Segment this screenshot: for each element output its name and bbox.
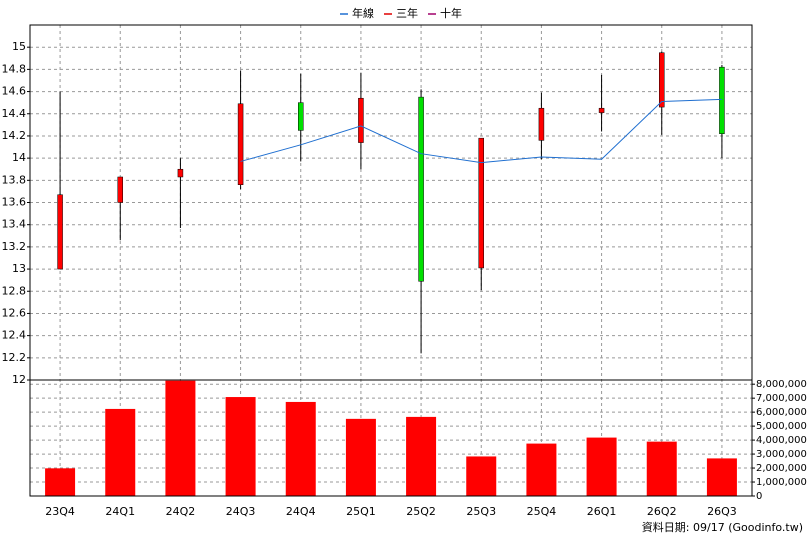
y-tick-label: 14.4 — [2, 107, 27, 120]
candle-body — [298, 102, 304, 131]
candle-body — [478, 137, 484, 269]
y-tick-label: 12 — [12, 373, 26, 386]
x-tick-label: 24Q4 — [286, 505, 316, 518]
y-tick-label: 14.2 — [2, 129, 27, 142]
x-tick-label: 25Q4 — [527, 505, 557, 518]
footer: 資料日期: 09/17 (Goodinfo.tw) — [642, 520, 803, 534]
volume-bar — [285, 401, 316, 496]
y-tick-label: 13.8 — [2, 173, 27, 186]
y2-tick-label: 7,000,000 — [756, 393, 807, 404]
y2-tick-label: 0 — [756, 491, 762, 502]
plot-frame — [29, 24, 753, 497]
y-tick-label: 13.2 — [2, 240, 27, 253]
y2-tick-label: 6,000,000 — [756, 407, 807, 418]
y2-tick-label: 2,000,000 — [756, 463, 807, 474]
volume-bar — [466, 456, 497, 496]
x-tick-label: 24Q2 — [166, 505, 196, 518]
x-tick-label: 26Q2 — [647, 505, 677, 518]
y2-tick-label: 8,000,000 — [756, 379, 807, 390]
y2-tick-label: 5,000,000 — [756, 421, 807, 432]
x-tick-label: 25Q1 — [346, 505, 376, 518]
volume-bar — [345, 418, 376, 496]
volume-bar — [105, 408, 136, 496]
volume-bar — [586, 437, 617, 496]
x-tick-label: 26Q3 — [707, 505, 737, 518]
y-tick-label: 13.4 — [2, 218, 27, 231]
y-tick-label: 15 — [12, 40, 26, 53]
x-tick-label: 23Q4 — [45, 505, 75, 518]
y2-tick-label: 4,000,000 — [756, 435, 807, 446]
candle-body — [57, 194, 63, 270]
x-tick-label: 26Q1 — [587, 505, 617, 518]
candle-body — [538, 107, 545, 141]
y2-tick-label: 1,000,000 — [756, 477, 807, 488]
candle-body — [237, 103, 244, 185]
y-tick-label: 12.6 — [2, 306, 27, 319]
legend-label: 年線 — [352, 6, 374, 20]
y-tick-label: 12.8 — [2, 284, 27, 297]
legend-label: 三年 — [396, 6, 418, 20]
candle-body — [719, 66, 725, 134]
volume-bar — [45, 468, 76, 496]
y2-tick-label: 3,000,000 — [756, 449, 807, 460]
candle-body — [659, 52, 665, 108]
volume-bar — [225, 397, 256, 496]
candle-body — [598, 107, 605, 113]
y-tick-label: 14.6 — [2, 85, 27, 98]
y-tick-label: 12.4 — [2, 329, 27, 342]
volume-bar — [526, 443, 557, 496]
volume-bar — [406, 416, 437, 496]
y-tick-label: 12.2 — [2, 351, 27, 364]
x-tick-label: 24Q3 — [226, 505, 256, 518]
x-tick-label: 25Q3 — [466, 505, 496, 518]
y-tick-label: 14.8 — [2, 62, 27, 75]
line-series — [240, 98, 722, 164]
x-tick-label: 25Q2 — [406, 505, 436, 518]
volume-bar — [706, 458, 737, 496]
candle-body — [117, 176, 123, 203]
volume-bar — [646, 441, 677, 496]
y-tick-label: 13.6 — [2, 196, 27, 209]
candle-body — [418, 96, 424, 282]
x-tick-label: 24Q1 — [105, 505, 135, 518]
candle-body — [358, 97, 364, 143]
candle-body — [177, 168, 184, 178]
y-tick-label: 13 — [12, 262, 26, 275]
volume-bar — [165, 380, 196, 496]
y-tick-label: 14 — [12, 151, 26, 164]
legend-label: 十年 — [440, 6, 462, 20]
